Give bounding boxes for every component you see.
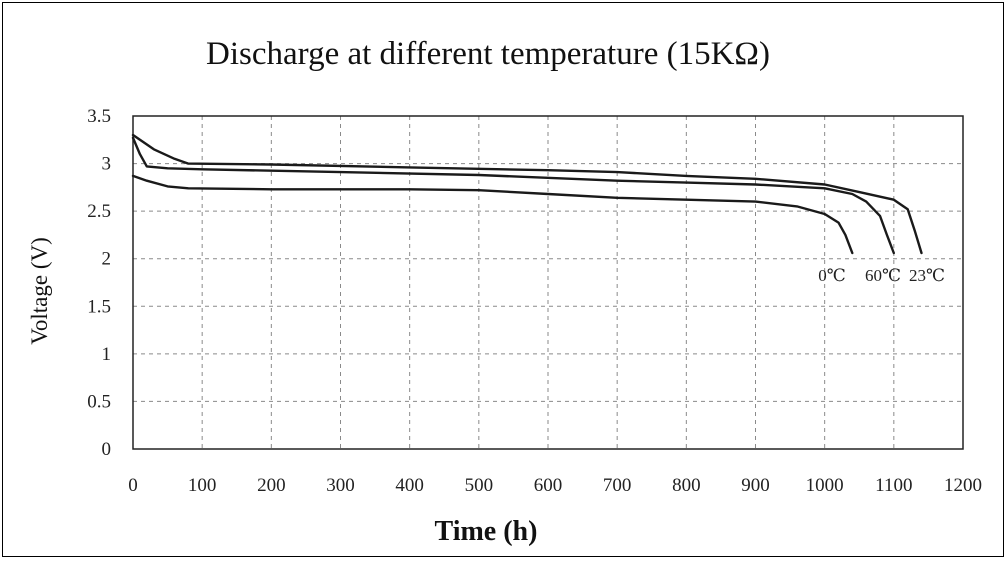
y-tick-label: 2.5 (87, 201, 111, 222)
y-tick-label: 0.5 (87, 391, 111, 412)
y-tick-label: 1.5 (87, 296, 111, 317)
x-tick-label: 1200 (944, 475, 982, 496)
y-axis-ticks: 0 0.5 1 1.5 2 2.5 3 3.5 (87, 106, 111, 460)
y-axis-label: Voltage (V) (27, 237, 52, 345)
series-line-2 (131, 133, 923, 255)
x-axis-ticks: 0 100 200 300 400 500 600 700 800 900 1000 1100 1200 (128, 475, 982, 496)
x-tick-label: 800 (672, 475, 701, 496)
x-tick-label: 1100 (875, 475, 912, 496)
series-label-1: 60℃ (865, 266, 901, 285)
discharge-chart: Discharge at different temperature (15KΩ… (27, 36, 982, 547)
y-tick-label: 0 (102, 439, 112, 460)
y-tick-label: 3.5 (87, 106, 111, 127)
y-tick-label: 1 (102, 344, 112, 365)
x-tick-label: 100 (188, 475, 217, 496)
series-lines (131, 133, 923, 255)
x-tick-label: 500 (465, 475, 494, 496)
x-tick-label: 200 (257, 475, 286, 496)
series-label-0: 0℃ (818, 266, 846, 285)
x-tick-label: 700 (603, 475, 632, 496)
x-tick-label: 900 (741, 475, 770, 496)
plot-area-border (132, 115, 964, 450)
x-tick-label: 1000 (806, 475, 844, 496)
series-labels: 0℃ 60℃ 23℃ (818, 266, 945, 285)
y-tick-label: 2 (102, 249, 112, 270)
x-tick-label: 400 (395, 475, 424, 496)
series-line-1 (131, 136, 895, 255)
series-label-2: 23℃ (909, 266, 945, 285)
y-tick-label: 3 (102, 154, 112, 175)
chart-title: Discharge at different temperature (15KΩ… (206, 36, 770, 72)
x-axis-label: Time (h) (435, 516, 538, 547)
x-tick-label: 600 (534, 475, 563, 496)
x-tick-label: 300 (326, 475, 355, 496)
x-tick-label: 0 (128, 475, 138, 496)
series-line-0 (131, 174, 854, 255)
